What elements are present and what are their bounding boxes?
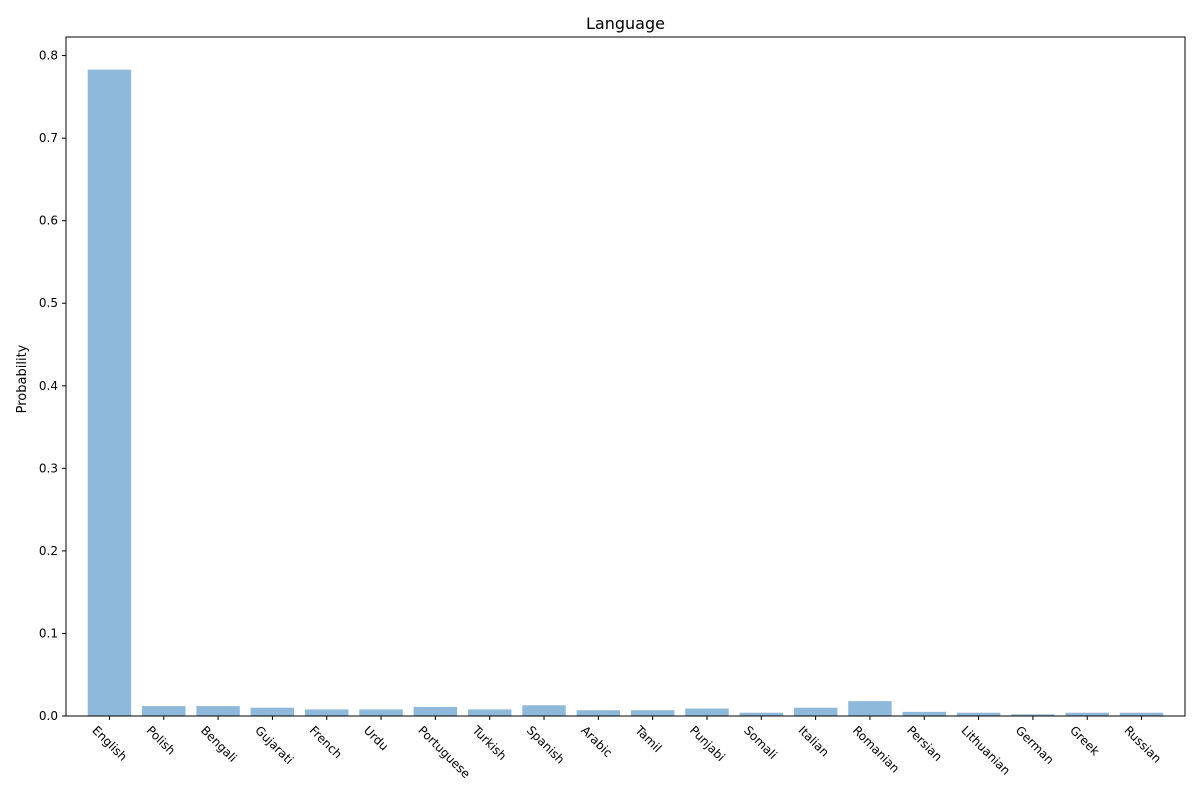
bar-tamil [630,710,675,716]
bar-arabic [576,710,621,716]
x-tick-label: Polish [144,723,178,757]
y-tick-label: 0.5 [39,296,58,310]
x-tick-label: Bengali [198,723,240,765]
bar-somali [739,712,784,716]
bar-spanish [522,705,566,716]
x-tick-label: Tamil [632,723,665,756]
y-tick-label: 0.8 [39,49,58,63]
x-tick-label: Gujarati [252,723,296,767]
bar-english [87,69,132,717]
bar-italian [793,707,838,716]
bar-greek [1065,712,1109,716]
bar-lithuanian [956,712,1001,716]
bar-gujarati [250,707,295,716]
x-tick-label: Punjabi [687,723,728,764]
x-ticks-group: English Polish Bengali Gujarati French Urdu Po… [89,716,1164,781]
bar-bengali [196,706,240,716]
x-tick-label: Urdu [361,723,391,753]
x-tick-label: German [1013,723,1057,767]
chart-title: Language [586,14,665,33]
x-tick-label: Lithuanian [958,723,1013,778]
bar-polish [142,706,186,716]
bar-german [1011,714,1055,716]
bar-persian [902,711,946,716]
x-tick-label: Romanian [850,723,902,775]
bar-urdu [359,709,403,716]
bar-portuguese [413,706,458,716]
x-tick-label: Portuguese [415,723,473,781]
x-tick-label: Italian [795,723,831,759]
x-tick-label: Russian [1121,723,1164,766]
x-tick-label: Arabic [578,723,615,760]
x-tick-label: Turkish [469,723,509,763]
x-tick-label: French [307,723,345,761]
bar-punjabi [685,708,729,716]
bars-group [87,69,1164,717]
y-tick-label: 0.2 [39,544,58,558]
y-tick-label: 0.4 [39,379,58,393]
bar-russian [1119,712,1164,716]
y-ticks-group: 0.0 0.1 0.2 0.3 0.4 0.5 0.6 0.7 0.8 [39,49,66,723]
bar-turkish [467,709,512,716]
x-tick-label: Somali [741,723,780,762]
y-axis-label: Probability [15,344,30,413]
y-tick-label: 0.6 [39,214,58,228]
x-tick-label: English [89,723,130,764]
plot-frame [65,36,1186,717]
y-tick-label: 0.1 [39,626,58,640]
bar-romanian [848,701,892,716]
bar-french [305,709,349,716]
y-tick-label: 0.3 [39,461,58,475]
y-tick-label: 0.0 [39,709,58,723]
x-tick-label: Greek [1067,723,1102,758]
y-tick-label: 0.7 [39,131,58,145]
x-tick-label: Persian [904,723,945,764]
x-tick-label: Spanish [524,723,567,766]
